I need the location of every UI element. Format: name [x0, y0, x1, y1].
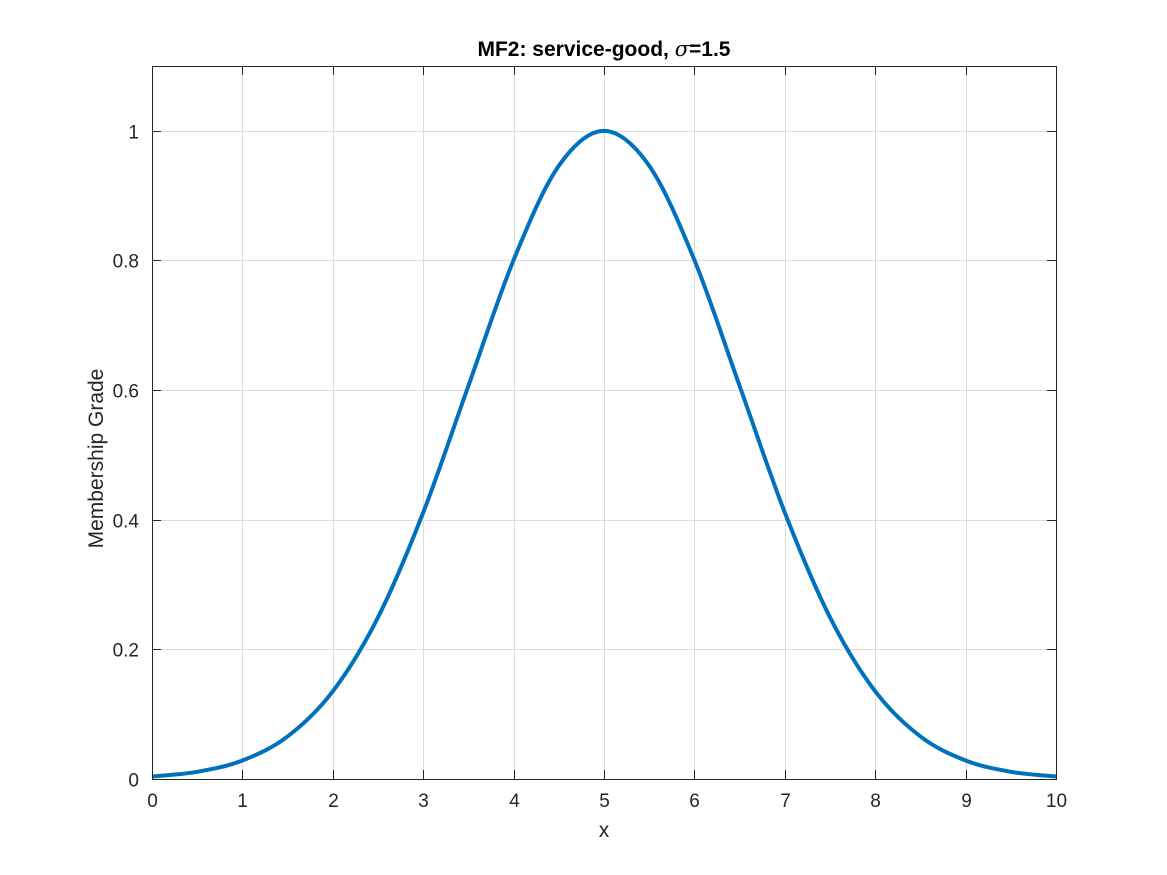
x-tick-label: 8 — [870, 791, 881, 812]
series-line — [151, 128, 1057, 779]
y-tick-label: 0.6 — [113, 382, 139, 403]
chart-title-symbol: σ — [675, 37, 690, 61]
chart-title: MF2: service-good, σ=1.5 — [477, 37, 730, 61]
x-tick-label: 7 — [780, 791, 791, 812]
x-tick-label: 10 — [1046, 791, 1067, 812]
x-tick-label: 0 — [147, 791, 158, 812]
y-tick-label: 0.8 — [113, 252, 139, 273]
chart-title-prefix: MF2: service-good, — [477, 38, 674, 61]
y-tick-label: 1 — [128, 123, 139, 144]
y-tick-label: 0.4 — [113, 512, 140, 533]
y-tick-label: 0.2 — [113, 641, 139, 662]
y-tick-label: 0 — [128, 771, 139, 792]
x-tick-label: 6 — [689, 791, 700, 812]
ticks: 0 1 2 3 4 5 6 7 8 9 10 0 0.2 0.4 0.6 0.8 1 — [113, 66, 1067, 812]
series-layer — [151, 128, 1057, 779]
y-axis-label: Membership Grade — [85, 369, 108, 549]
x-tick-label: 4 — [509, 791, 520, 812]
x-tick-label: 9 — [961, 791, 972, 812]
x-tick-label: 1 — [237, 791, 248, 812]
x-axis-label: x — [599, 819, 610, 842]
chart-title-suffix: =1.5 — [689, 38, 731, 61]
x-tick-label: 3 — [418, 791, 429, 812]
grid — [152, 66, 1057, 780]
x-tick-label: 2 — [328, 791, 339, 812]
x-tick-label: 5 — [599, 791, 610, 812]
